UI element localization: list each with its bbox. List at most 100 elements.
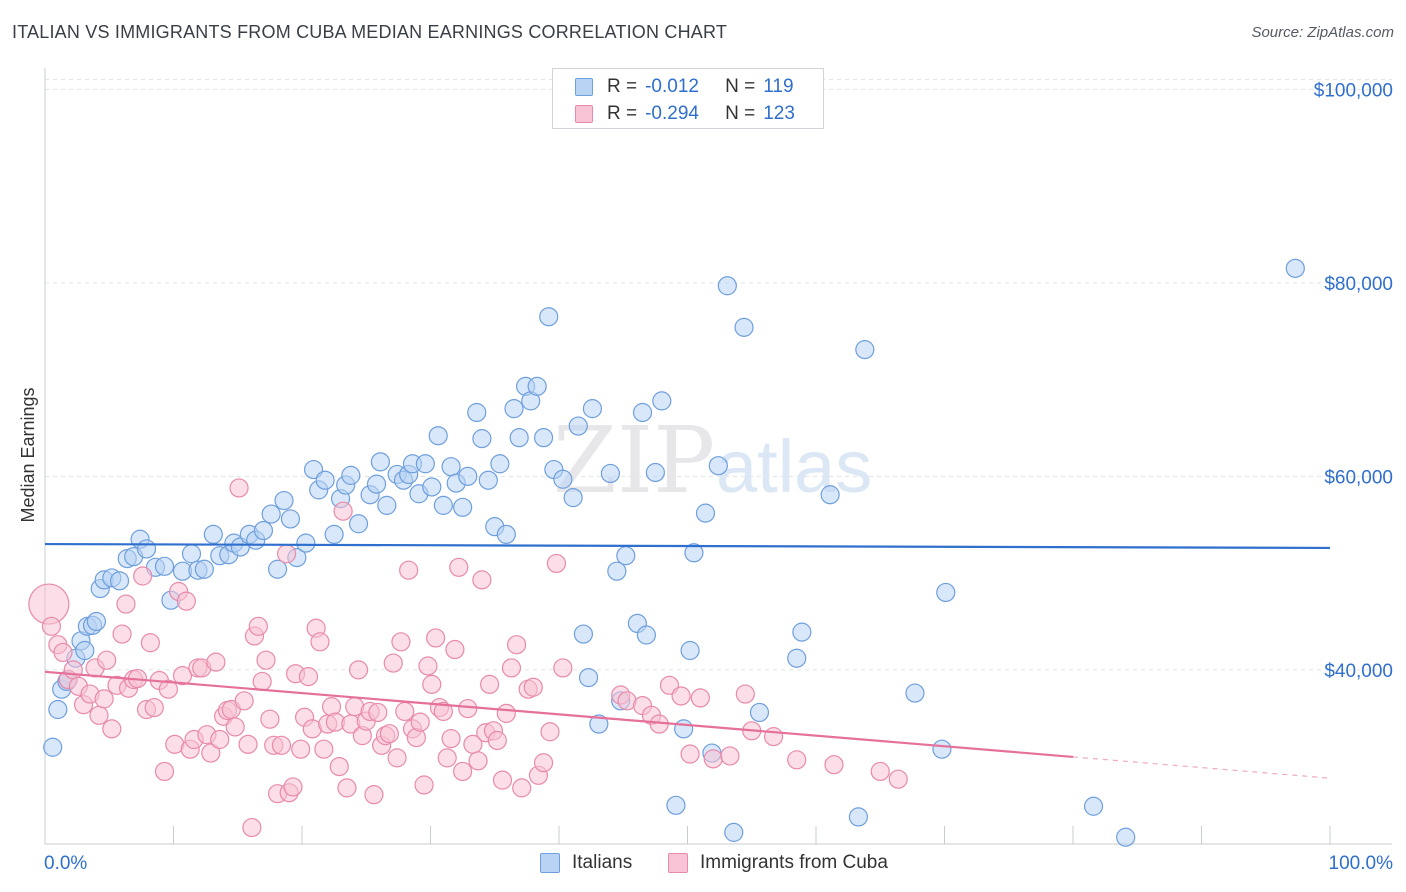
point-cuba	[422, 674, 442, 694]
point-italians	[348, 514, 369, 534]
point-italians	[553, 469, 573, 489]
point-italians	[820, 485, 840, 505]
point-italians	[848, 807, 869, 827]
point-italians	[504, 399, 524, 419]
point-italians	[589, 714, 609, 734]
point-italians	[109, 571, 130, 591]
point-italians	[632, 402, 653, 423]
trend-line-cuba	[44, 670, 1074, 759]
point-cuba	[283, 777, 303, 797]
point-cuba	[144, 697, 164, 718]
point-italians	[136, 539, 157, 559]
bottom-legend-cuba: Immigrants from Cuba	[668, 852, 888, 874]
point-cuba	[480, 674, 500, 694]
point-italians	[453, 497, 473, 517]
point-italians	[936, 582, 956, 603]
point-cuba	[329, 756, 349, 777]
series-italians-points	[43, 258, 1305, 847]
point-cuba	[53, 642, 73, 663]
point-italians	[472, 429, 492, 449]
point-cuba	[229, 478, 249, 498]
point-italians	[905, 683, 925, 703]
point-cuba	[206, 652, 226, 672]
point-cuba	[41, 616, 62, 636]
point-cuba	[671, 686, 691, 706]
point-italians	[684, 543, 704, 563]
point-italians	[787, 648, 807, 668]
point-italians	[274, 490, 294, 511]
point-cuba	[154, 761, 175, 782]
point-italians	[607, 561, 627, 581]
point-italians	[695, 503, 716, 523]
y-tick-label: $60,000	[1324, 467, 1393, 488]
point-cuba	[248, 616, 268, 636]
legend-row-italians: R = -0.012 N = 119	[575, 75, 794, 99]
point-cuba	[242, 817, 262, 838]
legend-n-value-italians: 119	[763, 76, 794, 97]
y-tick-label: $100,000	[1314, 80, 1393, 101]
source-label: Source: ZipAtlas.com	[1251, 24, 1394, 41]
point-cuba	[453, 761, 473, 782]
point-italians	[527, 376, 547, 396]
grid-lines	[45, 79, 1392, 671]
point-cuba	[291, 739, 311, 759]
point-italians	[533, 428, 554, 448]
legend-n-label: N =	[725, 76, 756, 97]
legend-n-value-cuba: 123	[763, 103, 795, 124]
point-cuba	[63, 660, 83, 680]
point-cuba	[133, 566, 153, 586]
point-italians	[582, 399, 603, 419]
point-italians	[490, 454, 510, 474]
point-cuba	[310, 632, 330, 652]
y-tick-label: $40,000	[1324, 661, 1393, 682]
point-cuba	[787, 750, 807, 770]
point-cuba	[410, 712, 430, 732]
point-italians	[1116, 827, 1136, 847]
point-cuba	[210, 729, 230, 750]
point-italians	[428, 426, 448, 446]
point-cuba	[414, 775, 434, 795]
point-italians	[267, 559, 288, 579]
point-italians	[296, 533, 316, 553]
point-cuba	[176, 591, 196, 611]
point-italians	[708, 456, 728, 476]
point-cuba	[238, 734, 258, 754]
point-italians	[573, 624, 594, 644]
point-italians	[261, 504, 281, 524]
point-cuba	[337, 778, 357, 798]
point-italians	[509, 428, 529, 448]
point-cuba	[383, 653, 403, 673]
point-cuba	[97, 650, 117, 670]
correlation-legend: R = -0.012 N = 119 R = -0.294 N = 123	[552, 68, 824, 129]
point-cuba	[89, 705, 109, 725]
point-cuba	[364, 785, 384, 805]
point-cuba	[252, 671, 272, 692]
point-italians	[377, 495, 397, 515]
point-italians	[341, 465, 361, 485]
point-cuba	[418, 656, 438, 676]
point-cuba	[824, 755, 844, 775]
point-cuba	[680, 744, 700, 764]
point-cuba	[690, 688, 710, 708]
point-cuba	[437, 748, 457, 768]
point-italians	[616, 546, 636, 566]
bottom-swatch-italians	[540, 853, 560, 873]
point-cuba	[276, 544, 297, 564]
point-cuba	[468, 751, 488, 771]
legend-r-label: R =	[607, 76, 638, 97]
point-italians	[680, 640, 700, 661]
point-cuba	[234, 691, 254, 711]
point-cuba	[763, 727, 784, 747]
point-italians	[568, 416, 588, 436]
point-italians	[86, 611, 107, 632]
point-cuba	[472, 570, 492, 590]
point-italians	[1083, 796, 1104, 816]
point-cuba	[256, 650, 276, 670]
point-cuba	[172, 666, 193, 686]
point-italians	[43, 737, 63, 757]
trend-lines	[44, 542, 1331, 779]
point-italians	[154, 556, 175, 576]
point-italians	[467, 402, 487, 423]
point-cuba	[426, 628, 446, 648]
